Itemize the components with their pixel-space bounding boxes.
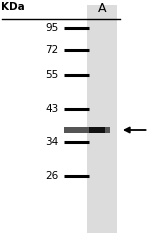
Text: 72: 72 <box>45 45 58 55</box>
Text: 55: 55 <box>45 70 58 80</box>
Text: 34: 34 <box>45 137 58 147</box>
Text: 43: 43 <box>45 104 58 114</box>
Text: 95: 95 <box>45 23 58 33</box>
Bar <box>88 127 105 133</box>
Bar <box>87 5 117 233</box>
Bar <box>64 127 110 133</box>
Text: KDa: KDa <box>2 2 25 12</box>
Text: 26: 26 <box>45 171 58 181</box>
Text: A: A <box>98 2 106 15</box>
